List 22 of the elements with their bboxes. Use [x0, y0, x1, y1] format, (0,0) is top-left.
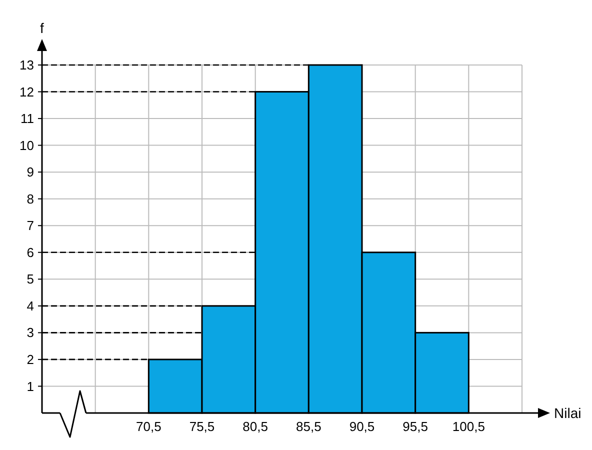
y-tick-label: 6 [26, 244, 34, 260]
y-tick-label: 10 [20, 138, 34, 153]
y-tick-label: 2 [26, 352, 34, 368]
x-tick-label: 85,5 [296, 419, 322, 434]
y-tick-label: 1 [26, 378, 34, 394]
y-tick-label: 8 [26, 191, 34, 206]
y-tick-label: 9 [26, 164, 34, 180]
y-tick-label: 7 [26, 218, 34, 234]
y-tick-label: 4 [26, 298, 34, 314]
y-axis-title: f [40, 20, 44, 36]
x-tick-label: 75,5 [189, 419, 215, 434]
y-tick-label: 3 [26, 325, 34, 340]
y-tick-label: 13 [20, 58, 34, 73]
x-tick-label: 90,5 [349, 419, 375, 434]
y-tick-label: 5 [26, 272, 34, 287]
x-axis-title: Nilai [554, 404, 582, 421]
y-tick-label: 11 [20, 111, 34, 126]
x-tick-label: 80,5 [242, 419, 268, 434]
y-tick-label: 12 [20, 84, 34, 100]
x-tick-label: 95,5 [402, 419, 428, 434]
x-tick-label: 100,5 [452, 419, 485, 434]
x-tick-label: 70,5 [136, 419, 162, 434]
